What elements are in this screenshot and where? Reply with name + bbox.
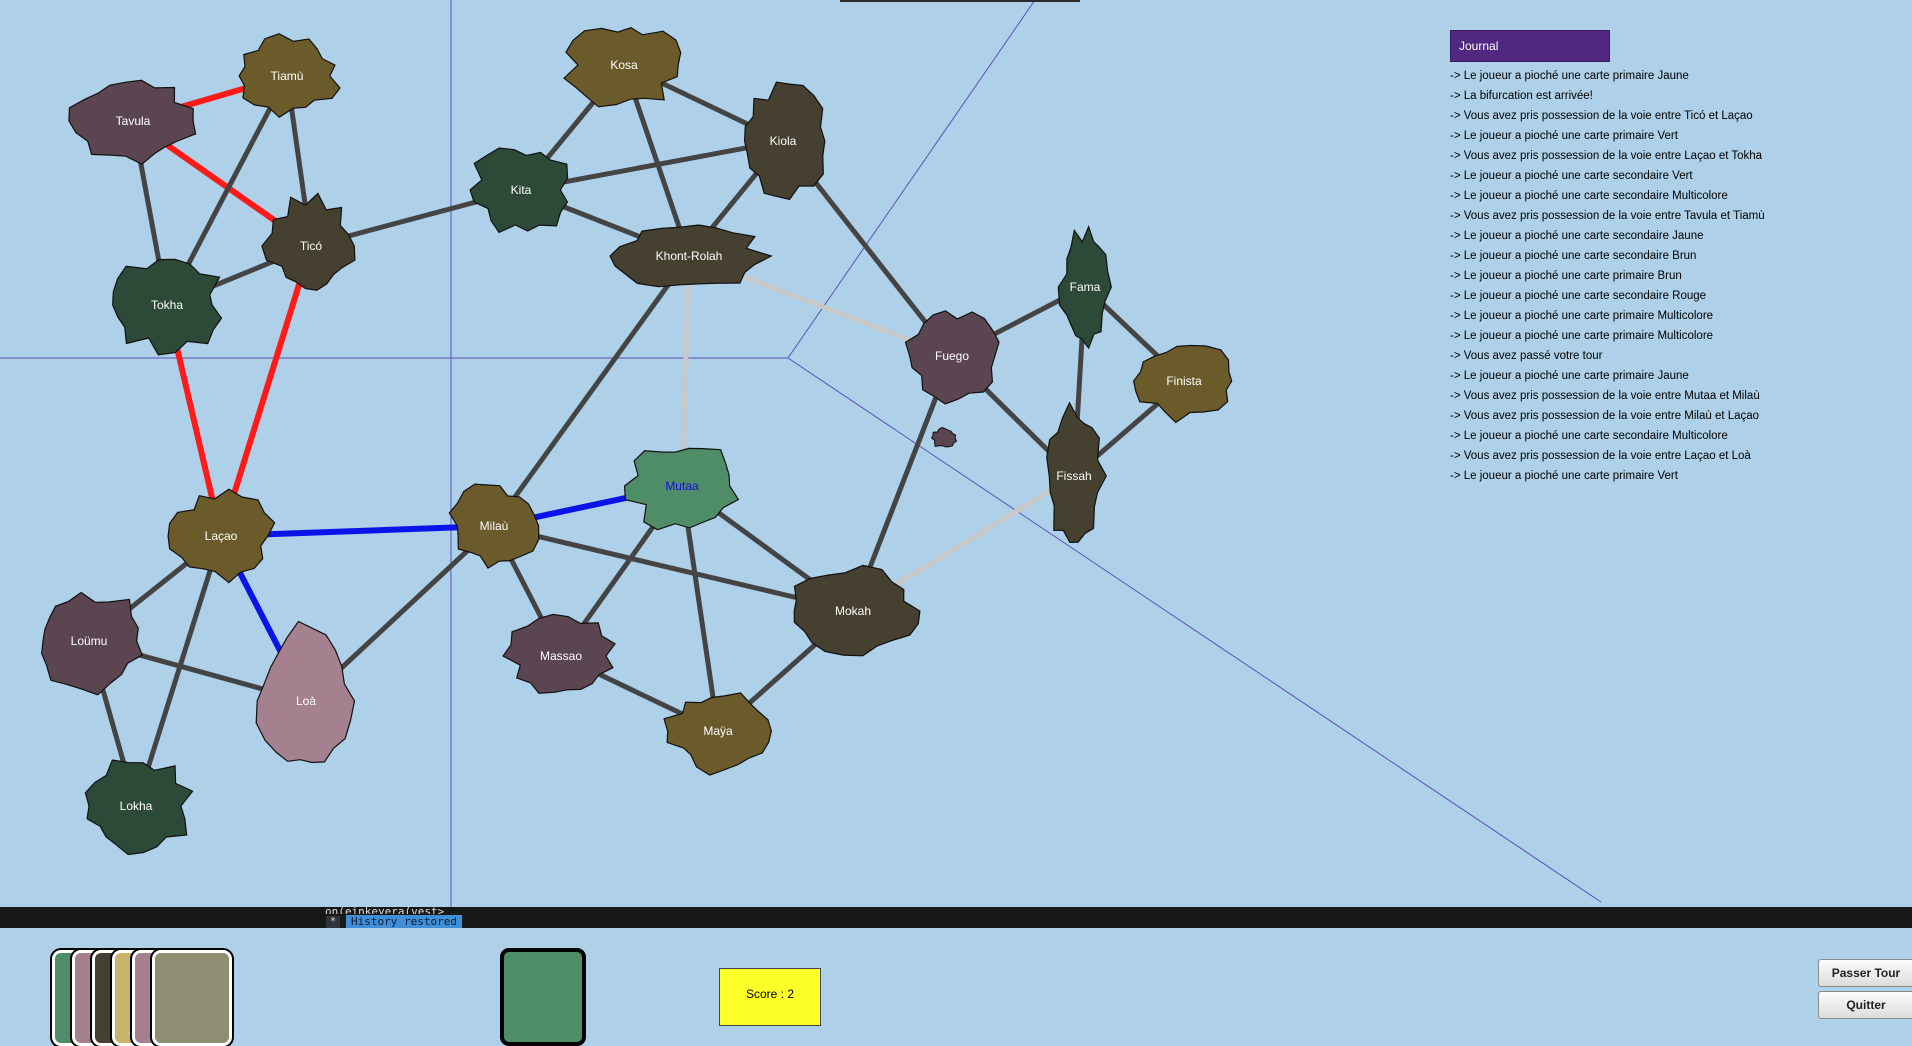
city-label-kiola: Kiola xyxy=(770,134,797,148)
terminal-previous-line: on(einkeyera(vest> xyxy=(325,905,445,914)
city-kosa[interactable] xyxy=(563,27,682,108)
city-label-milau: Milaù xyxy=(480,519,509,533)
journal-entry: -> Le joueur a pioché une carte primaire… xyxy=(1450,70,1689,82)
city-label-finista: Finista xyxy=(1166,374,1202,388)
score-box: Score : 2 xyxy=(719,968,821,1026)
city-fuego[interactable] xyxy=(904,310,1000,405)
pass-turn-button[interactable]: Passer Tour xyxy=(1818,959,1912,987)
city-fissah[interactable] xyxy=(1046,401,1107,544)
journal-list: -> Le joueur a pioché une carte primaire… xyxy=(1450,66,1890,486)
terminal-strip: on(einkeyera(vest> * History restored xyxy=(0,905,1912,928)
city-label-maya: Maÿa xyxy=(703,724,733,738)
journal-entry: -> Vous avez pris possession de la voie … xyxy=(1450,390,1760,402)
journal-entry: -> Le joueur a pioché une carte secondai… xyxy=(1450,290,1707,302)
city-label-mutaa: Mutaa xyxy=(665,479,699,493)
journal-entry: -> Le joueur a pioché une carte primaire… xyxy=(1450,270,1682,282)
city-tiamu[interactable] xyxy=(238,33,341,119)
city-label-mokah: Mokah xyxy=(835,604,871,618)
route-khont-mutaa[interactable] xyxy=(679,255,692,487)
game-board: Tavula Tiamù Ticó Tokha Kosa Kita Kiola Khont-R… xyxy=(0,0,1602,907)
city-milau[interactable] xyxy=(448,483,540,569)
grid-lines xyxy=(0,0,1602,907)
quit-button[interactable]: Quitter xyxy=(1818,991,1912,1019)
journal-entry: -> Vous avez pris possession de la voie … xyxy=(1450,410,1760,422)
journal-entry: -> Vous avez pris possession de la voie … xyxy=(1450,210,1765,222)
journal-entry: -> Vous avez pris possession de la voie … xyxy=(1450,150,1763,162)
routes-layer xyxy=(86,62,1186,807)
journal-entry: -> Le joueur a pioché une carte primaire… xyxy=(1450,370,1689,382)
hand-card[interactable] xyxy=(152,950,232,1046)
journal-panel: Journal -> Le joueur a pioché une carte … xyxy=(1450,30,1890,486)
city-mokah[interactable] xyxy=(793,564,921,657)
city-label-tavula: Tavula xyxy=(116,114,151,128)
city-loumu[interactable] xyxy=(41,591,143,696)
terminal-marker: * xyxy=(326,916,340,928)
city-mutaa[interactable] xyxy=(623,447,740,531)
city-label-tokha: Tokha xyxy=(151,298,183,312)
journal-entry: -> Le joueur a pioché une carte primaire… xyxy=(1450,130,1678,142)
city-lacao[interactable] xyxy=(167,488,276,584)
city-lokha[interactable] xyxy=(84,759,194,856)
city-tokha[interactable] xyxy=(112,258,223,356)
city-loa[interactable] xyxy=(255,620,356,764)
journal-entry: -> Le joueur a pioché une carte primaire… xyxy=(1450,310,1714,322)
journal-entry: -> Le joueur a pioché une carte secondai… xyxy=(1450,170,1693,182)
route-tico-lacao[interactable] xyxy=(218,245,314,537)
city-label-kita: Kita xyxy=(511,183,532,197)
city-label-fama: Fama xyxy=(1070,280,1101,294)
route-lacao-lokha[interactable] xyxy=(133,535,224,807)
city-label-lacao: Laçao xyxy=(205,529,238,543)
city-finista[interactable] xyxy=(1132,344,1233,424)
city-label-fissah: Fissah xyxy=(1056,469,1091,483)
city-label-lokha: Lokha xyxy=(120,799,153,813)
city-label-loumu: Loümu xyxy=(71,634,108,648)
history-restored-status: History restored xyxy=(346,915,462,928)
city-label-fuego: Fuego xyxy=(935,349,969,363)
journal-entry: -> Le joueur a pioché une carte primaire… xyxy=(1450,330,1714,342)
journal-title: Journal xyxy=(1450,30,1610,62)
city-label-tico: Ticó xyxy=(300,239,323,253)
journal-entry: -> Le joueur a pioché une carte secondai… xyxy=(1450,230,1704,242)
city-maya[interactable] xyxy=(663,692,773,776)
journal-entry: -> Le joueur a pioché une carte secondai… xyxy=(1450,190,1728,202)
city-massao[interactable] xyxy=(502,613,616,694)
city-label-loa: Loà xyxy=(296,694,316,708)
labels-layer: Tavula Tiamù Ticó Tokha Kosa Kita Kiola Khont-R… xyxy=(71,58,1202,813)
route-khont-milau[interactable] xyxy=(491,254,692,528)
journal-entry: -> Le joueur a pioché une carte secondai… xyxy=(1450,430,1728,442)
city-label-tiamu: Tiamù xyxy=(271,69,304,83)
journal-entry: -> Vous avez pris possession de la voie … xyxy=(1450,110,1753,122)
city-tico[interactable] xyxy=(261,192,356,291)
city-kiola[interactable] xyxy=(743,81,826,201)
bottom-panel: Score : 2 Passer Tour Quitter xyxy=(0,928,1912,1046)
route-milau-mokah[interactable] xyxy=(493,523,854,614)
journal-entry: -> Le joueur a pioché une carte primaire… xyxy=(1450,470,1678,482)
islet xyxy=(930,427,958,448)
journal-entry: -> Vous avez passé votre tour xyxy=(1450,350,1603,362)
city-kita[interactable] xyxy=(469,147,569,234)
city-label-kosa: Kosa xyxy=(610,58,638,72)
city-khont[interactable] xyxy=(609,224,773,288)
city-label-khont: Khont-Rolah xyxy=(656,249,723,263)
journal-entry: -> Vous avez pris possession de la voie … xyxy=(1450,450,1751,462)
city-tavula[interactable] xyxy=(68,79,197,165)
map-svg: Tavula Tiamù Ticó Tokha Kosa Kita Kiola Khont-R… xyxy=(0,0,1602,907)
city-label-massao: Massao xyxy=(540,649,582,663)
cities-layer xyxy=(41,27,1233,856)
selected-card[interactable] xyxy=(500,948,586,1046)
city-fama[interactable] xyxy=(1057,224,1112,350)
journal-entry: -> La bifurcation est arrivée! xyxy=(1450,90,1593,102)
journal-entry: -> Le joueur a pioché une carte secondai… xyxy=(1450,250,1697,262)
